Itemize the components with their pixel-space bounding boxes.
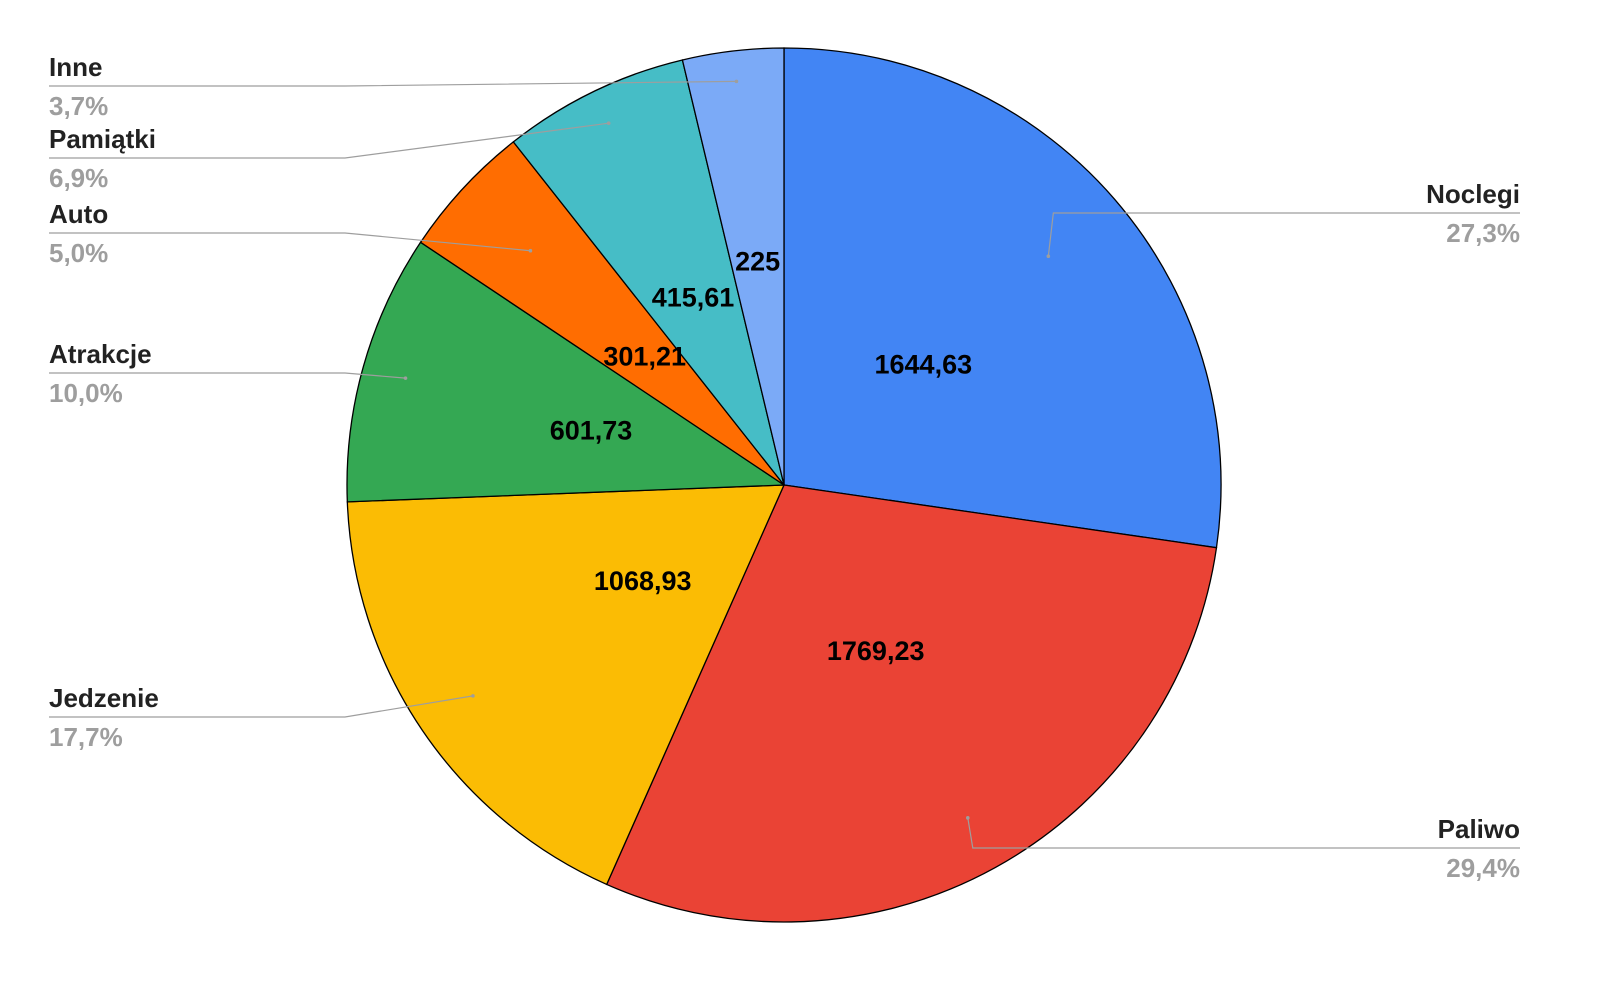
leader-dot-noclegi [1046,254,1051,259]
leader-dot-auto [528,248,533,253]
value-label-auto: 301,21 [603,341,686,371]
leader-dot-atrakcje [403,376,408,380]
percent-label-auto: 5,0% [49,238,108,268]
pie-slice-inne [681,47,785,486]
percent-label-paliwo: 29,4% [1446,853,1520,883]
category-label-jedzenie: Jedzenie [49,683,159,713]
percent-label-jedzenie: 17,7% [49,722,123,752]
leader-line-inne [49,80,737,87]
value-label-noclegi: 1644,63 [875,349,973,379]
category-label-noclegi: Noclegi [1426,179,1520,209]
pie-slice-atrakcje [346,241,787,503]
pie-slices [346,47,1222,923]
value-label-pamiatki: 415,61 [652,282,735,312]
leader-dot-paliwo [965,816,970,820]
leader-dot-inne [734,79,739,84]
leader-line-paliwo [967,817,1520,849]
percent-label-inne: 3,7% [49,91,108,121]
value-label-jedzenie: 1068,93 [594,566,692,596]
pie-slice-paliwo [605,484,1218,923]
leader-line-pamiatki [49,122,609,159]
category-label-pamiatki: Pamiątki [49,124,156,154]
category-label-atrakcje: Atrakcje [49,339,152,369]
leader-dot-pamiatki [606,121,611,126]
value-label-paliwo: 1769,23 [827,636,925,666]
category-label-paliwo: Paliwo [1438,814,1520,844]
value-label-inne: 225 [735,247,780,277]
pie-slice-pamiatki [512,59,785,486]
category-label-auto: Auto [49,199,108,229]
leader-line-jedzenie [49,695,474,718]
leader-line-auto [49,232,531,252]
category-label-inne: Inne [49,52,102,82]
leader-dot-jedzenie [471,694,475,698]
pie-slice-jedzenie [346,484,786,886]
leader-line-noclegi [1047,212,1520,257]
value-label-atrakcje: 601,73 [550,416,633,446]
leader-line-atrakcje [49,372,406,379]
slice-labels: 1644,63 Noclegi 27,3% 1769,23 Paliwo 29,4% 106… [49,52,1520,883]
percent-label-pamiatki: 6,9% [49,163,108,193]
leader-lines [49,79,1520,849]
percent-label-noclegi: 27,3% [1446,218,1520,248]
pie-slice-noclegi [783,47,1222,549]
percent-label-atrakcje: 10,0% [49,378,123,408]
